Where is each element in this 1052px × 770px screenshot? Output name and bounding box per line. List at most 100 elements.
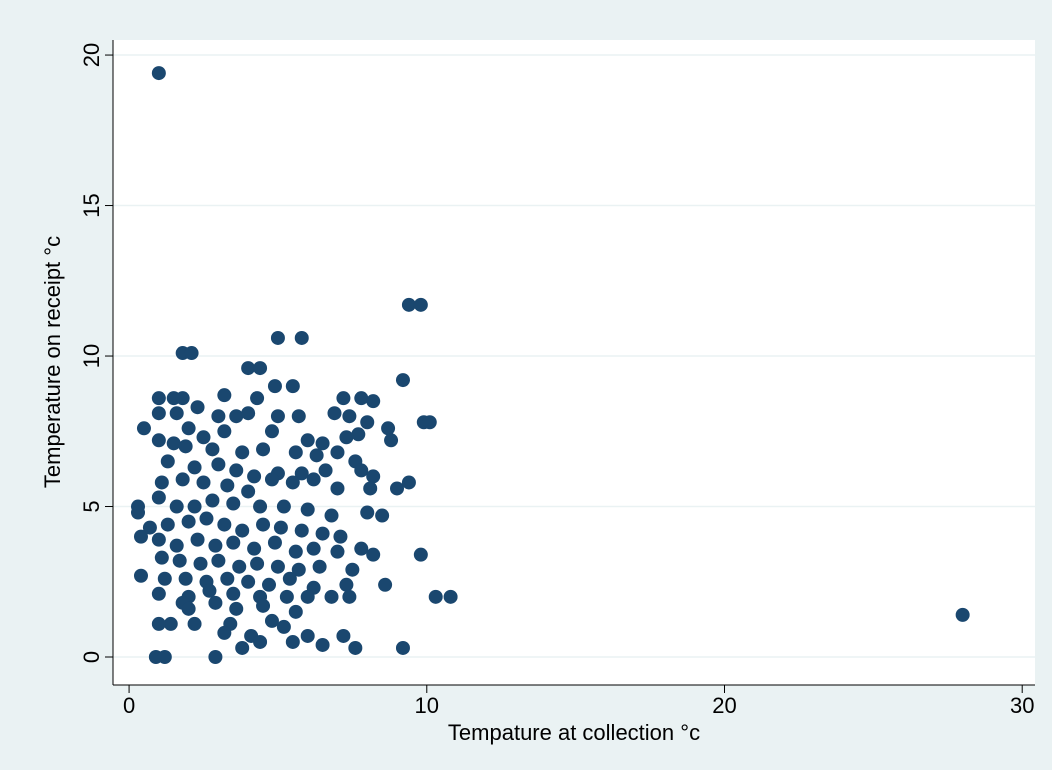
point: [253, 499, 268, 514]
point: [241, 406, 256, 421]
plot-area: [113, 40, 1035, 685]
y-tick-label: 15: [79, 193, 104, 217]
point: [229, 601, 244, 616]
point: [261, 577, 276, 592]
point: [208, 595, 223, 610]
point: [309, 448, 324, 463]
point: [193, 556, 208, 571]
point: [288, 544, 303, 559]
point: [226, 496, 241, 511]
point: [291, 562, 306, 577]
point: [190, 532, 205, 547]
point: [226, 586, 241, 601]
point: [354, 463, 369, 478]
point: [315, 526, 330, 541]
point: [294, 466, 309, 481]
point: [342, 409, 357, 424]
point: [169, 538, 184, 553]
point: [395, 640, 410, 655]
point: [360, 505, 375, 520]
point: [151, 391, 166, 406]
x-tick-label: 20: [712, 693, 736, 718]
point: [363, 481, 378, 496]
point: [131, 505, 146, 520]
point: [264, 424, 279, 439]
point: [291, 409, 306, 424]
point: [276, 499, 291, 514]
point: [354, 541, 369, 556]
point: [366, 469, 381, 484]
point: [220, 571, 235, 586]
point: [202, 583, 217, 598]
point: [157, 571, 172, 586]
point: [401, 475, 416, 490]
point: [211, 409, 226, 424]
point: [187, 616, 202, 631]
point: [172, 553, 187, 568]
point: [154, 475, 169, 490]
point: [276, 619, 291, 634]
point: [285, 379, 300, 394]
point: [384, 433, 399, 448]
point: [235, 445, 250, 460]
point: [151, 616, 166, 631]
point: [294, 523, 309, 538]
point: [413, 547, 428, 562]
point: [327, 406, 342, 421]
point: [250, 556, 265, 571]
point: [187, 499, 202, 514]
point: [345, 562, 360, 577]
point: [413, 297, 428, 312]
point: [282, 571, 297, 586]
point: [306, 541, 321, 556]
point: [151, 586, 166, 601]
point: [217, 517, 232, 532]
y-tick-label: 0: [79, 651, 104, 663]
point: [339, 577, 354, 592]
point: [151, 66, 166, 81]
point: [151, 406, 166, 421]
point: [256, 598, 271, 613]
point: [181, 421, 196, 436]
point: [288, 445, 303, 460]
point: [160, 517, 175, 532]
x-axis-title: Tempature at collection °c: [448, 720, 700, 745]
point: [247, 541, 262, 556]
point: [220, 478, 235, 493]
point: [312, 559, 327, 574]
point: [175, 391, 190, 406]
point: [133, 529, 148, 544]
point: [375, 508, 390, 523]
point: [211, 457, 226, 472]
point: [267, 379, 282, 394]
point: [422, 415, 437, 430]
point: [217, 424, 232, 439]
point: [196, 430, 211, 445]
point: [306, 472, 321, 487]
point: [366, 547, 381, 562]
point: [315, 637, 330, 652]
point: [318, 463, 333, 478]
point: [253, 634, 268, 649]
x-tick-label: 30: [1010, 693, 1034, 718]
point: [208, 538, 223, 553]
point: [190, 400, 205, 415]
point: [184, 346, 199, 361]
point: [270, 559, 285, 574]
point: [217, 388, 232, 403]
point: [395, 373, 410, 388]
point: [342, 589, 357, 604]
y-tick-label: 10: [79, 344, 104, 368]
point: [157, 650, 172, 665]
point: [247, 469, 262, 484]
point: [166, 436, 181, 451]
point: [285, 634, 300, 649]
point: [294, 330, 309, 345]
point: [136, 421, 151, 436]
point: [196, 475, 211, 490]
point: [324, 589, 339, 604]
point: [336, 628, 351, 643]
point: [366, 394, 381, 409]
point: [250, 391, 265, 406]
